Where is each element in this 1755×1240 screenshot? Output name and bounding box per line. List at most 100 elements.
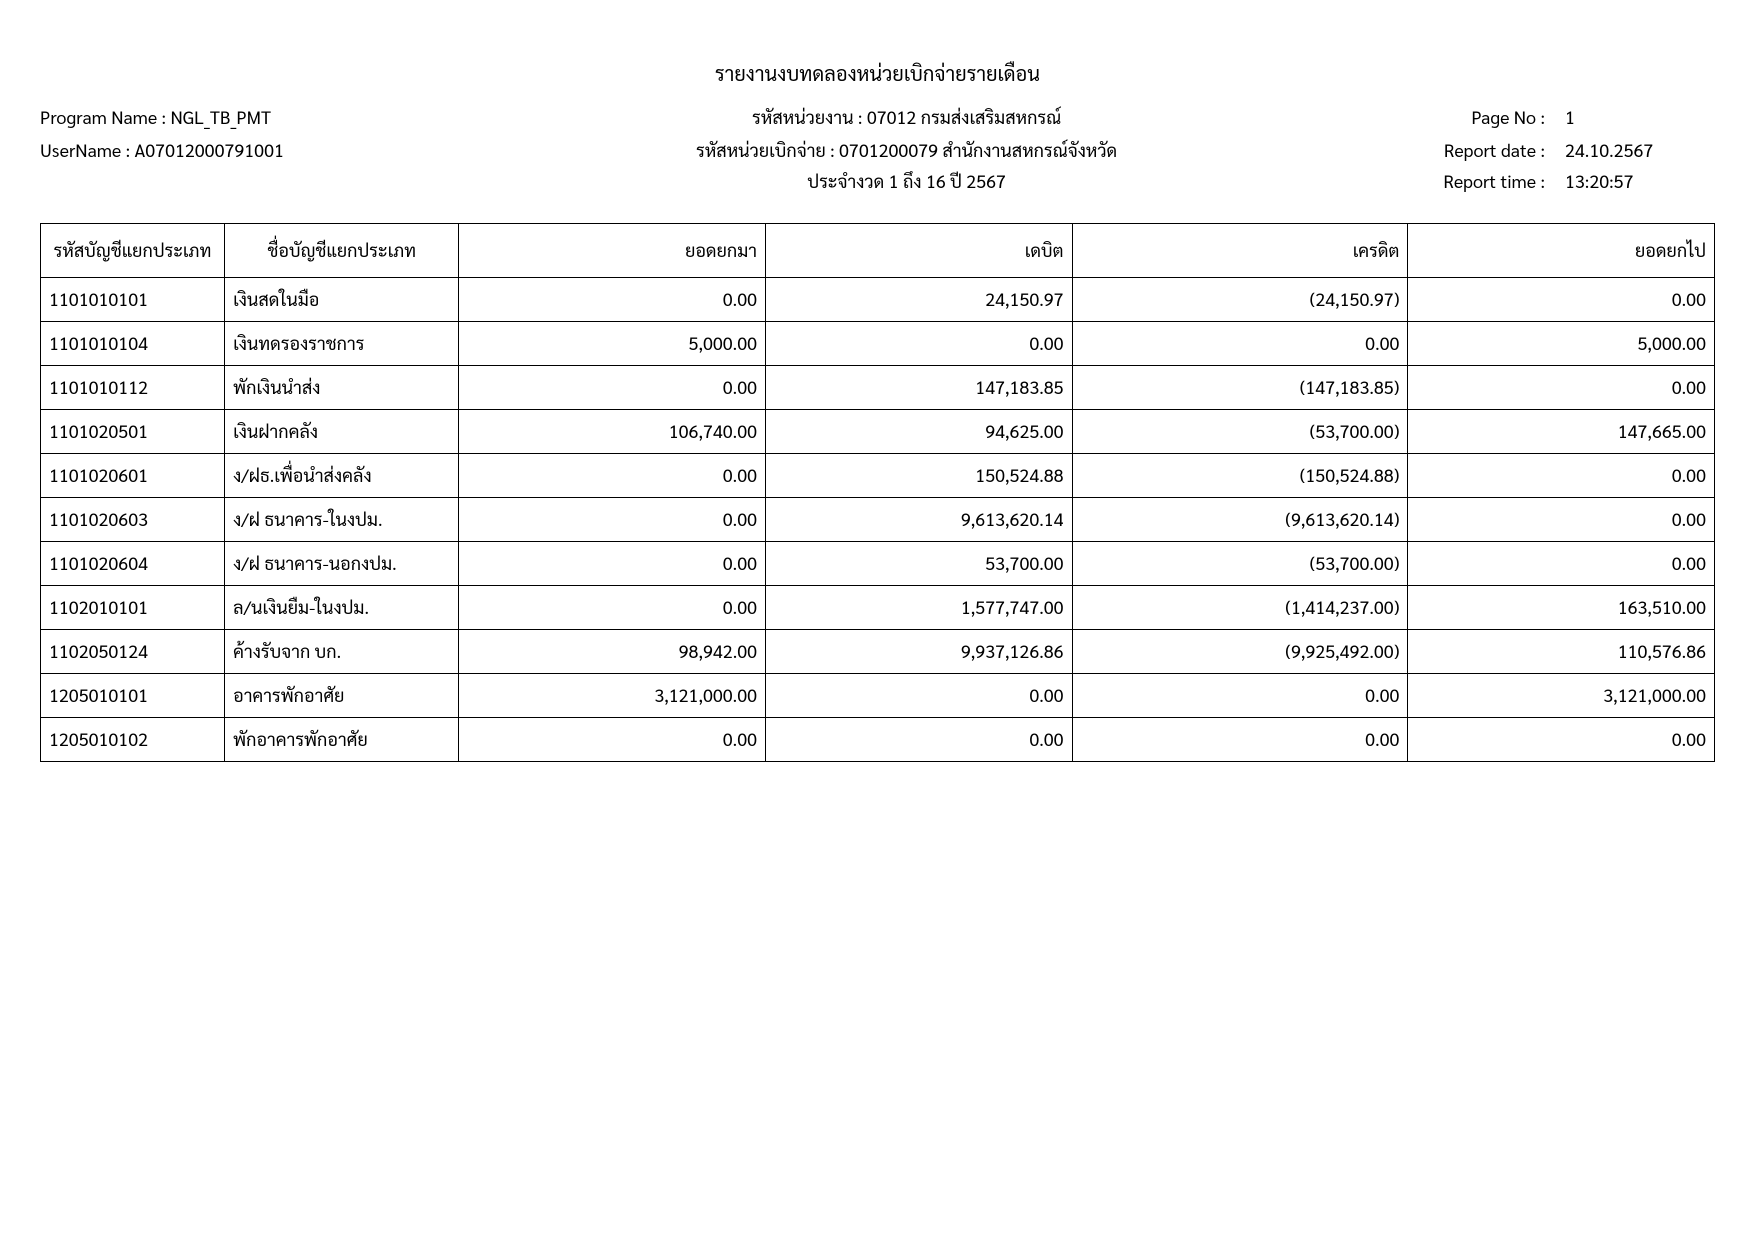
cell-account-name: เงินทดรองราชการ: [225, 322, 459, 366]
cell-credit: (53,700.00): [1072, 542, 1408, 586]
cell-account-name: ค้างรับจาก บก.: [225, 630, 459, 674]
cell-debit: 24,150.97: [766, 278, 1073, 322]
table-row: 1101020603ง/ฝ ธนาคาร-ในงปม.0.009,613,620…: [41, 498, 1715, 542]
cell-closing-balance: 147,665.00: [1408, 410, 1715, 454]
cell-credit: (1,414,237.00): [1072, 586, 1408, 630]
disbursement-code: รหัสหน่วยเบิกจ่าย : 0701200079 สำนักงานส…: [478, 139, 1335, 162]
cell-closing-balance: 5,000.00: [1408, 322, 1715, 366]
agency-code: รหัสหน่วยงาน : 07012 กรมส่งเสริมสหกรณ์: [478, 106, 1335, 129]
table-row: 1205010102พักอาคารพักอาศัย0.000.000.000.…: [41, 718, 1715, 762]
cell-debit: 147,183.85: [766, 366, 1073, 410]
cell-credit: (53,700.00): [1072, 410, 1408, 454]
cell-opening-balance: 0.00: [459, 278, 766, 322]
cell-account-name: พักอาคารพักอาศัย: [225, 718, 459, 762]
cell-credit: 0.00: [1072, 674, 1408, 718]
cell-credit: 0.00: [1072, 322, 1408, 366]
report-time-value: 13:20:57: [1555, 170, 1715, 193]
cell-account-code: 1101020501: [41, 410, 225, 454]
cell-account-code: 1101010101: [41, 278, 225, 322]
cell-closing-balance: 3,121,000.00: [1408, 674, 1715, 718]
cell-closing-balance: 0.00: [1408, 542, 1715, 586]
cell-closing-balance: 0.00: [1408, 278, 1715, 322]
cell-credit: (24,150.97): [1072, 278, 1408, 322]
program-name-label: Program Name : NGL_TB_PMT: [40, 106, 468, 129]
cell-account-code: 1101020601: [41, 454, 225, 498]
table-row: 1101020604ง/ฝ ธนาคาร-นอกงปม.0.0053,700.0…: [41, 542, 1715, 586]
cell-opening-balance: 98,942.00: [459, 630, 766, 674]
cell-debit: 0.00: [766, 674, 1073, 718]
cell-closing-balance: 163,510.00: [1408, 586, 1715, 630]
table-header: รหัสบัญชีแยกประเภท ชื่อบัญชีแยกประเภท ยอ…: [41, 224, 1715, 278]
cell-credit: (150,524.88): [1072, 454, 1408, 498]
cell-credit: (9,613,620.14): [1072, 498, 1408, 542]
cell-account-name: ง/ฝ ธนาคาร-นอกงปม.: [225, 542, 459, 586]
col-header-close: ยอดยกไป: [1408, 224, 1715, 278]
cell-credit: (147,183.85): [1072, 366, 1408, 410]
page-no-label: Page No :: [1345, 106, 1545, 129]
cell-account-code: 1102010101: [41, 586, 225, 630]
cell-account-code: 1101020603: [41, 498, 225, 542]
cell-closing-balance: 0.00: [1408, 498, 1715, 542]
table-header-row: รหัสบัญชีแยกประเภท ชื่อบัญชีแยกประเภท ยอ…: [41, 224, 1715, 278]
cell-debit: 53,700.00: [766, 542, 1073, 586]
cell-debit: 9,937,126.86: [766, 630, 1073, 674]
table-row: 1101010101เงินสดในมือ0.0024,150.97(24,15…: [41, 278, 1715, 322]
cell-account-name: อาคารพักอาศัย: [225, 674, 459, 718]
cell-account-name: เงินฝากคลัง: [225, 410, 459, 454]
cell-account-code: 1101010112: [41, 366, 225, 410]
cell-opening-balance: 0.00: [459, 586, 766, 630]
cell-opening-balance: 0.00: [459, 542, 766, 586]
period-row: ประจำงวด 1 ถึง 16 ปี 2567 Report time : …: [40, 170, 1715, 193]
cell-opening-balance: 3,121,000.00: [459, 674, 766, 718]
cell-account-code: 1205010101: [41, 674, 225, 718]
trial-balance-table: รหัสบัญชีแยกประเภท ชื่อบัญชีแยกประเภท ยอ…: [40, 223, 1715, 762]
cell-debit: 9,613,620.14: [766, 498, 1073, 542]
table-row: 1101010112พักเงินนำส่ง0.00147,183.85(147…: [41, 366, 1715, 410]
cell-account-name: พักเงินนำส่ง: [225, 366, 459, 410]
table-body: 1101010101เงินสดในมือ0.0024,150.97(24,15…: [41, 278, 1715, 762]
cell-debit: 1,577,747.00: [766, 586, 1073, 630]
table-row: 1102050124ค้างรับจาก บก.98,942.009,937,1…: [41, 630, 1715, 674]
period-text: ประจำงวด 1 ถึง 16 ปี 2567: [478, 170, 1335, 193]
table-row: 1101020501เงินฝากคลัง106,740.0094,625.00…: [41, 410, 1715, 454]
col-header-code: รหัสบัญชีแยกประเภท: [41, 224, 225, 278]
cell-credit: 0.00: [1072, 718, 1408, 762]
cell-opening-balance: 0.00: [459, 498, 766, 542]
cell-account-code: 1101010104: [41, 322, 225, 366]
cell-opening-balance: 5,000.00: [459, 322, 766, 366]
report-date-value: 24.10.2567: [1555, 139, 1715, 162]
cell-debit: 0.00: [766, 718, 1073, 762]
table-row: 1102010101ล/นเงินยืม-ในงปม.0.001,577,747…: [41, 586, 1715, 630]
report-date-label: Report date :: [1345, 139, 1545, 162]
report-title: รายงานงบทดลองหน่วยเบิกจ่ายรายเดือน: [40, 60, 1715, 86]
cell-account-name: ง/ฝธ.เพื่อนำส่งคลัง: [225, 454, 459, 498]
cell-closing-balance: 0.00: [1408, 454, 1715, 498]
cell-opening-balance: 0.00: [459, 366, 766, 410]
cell-credit: (9,925,492.00): [1072, 630, 1408, 674]
cell-opening-balance: 0.00: [459, 454, 766, 498]
table-row: 1205010101อาคารพักอาศัย3,121,000.000.000…: [41, 674, 1715, 718]
cell-account-name: เงินสดในมือ: [225, 278, 459, 322]
report-header: รายงานงบทดลองหน่วยเบิกจ่ายรายเดือน Progr…: [40, 60, 1715, 193]
cell-debit: 94,625.00: [766, 410, 1073, 454]
col-header-open: ยอดยกมา: [459, 224, 766, 278]
cell-account-name: ล/นเงินยืม-ในงปม.: [225, 586, 459, 630]
cell-closing-balance: 110,576.86: [1408, 630, 1715, 674]
username-label: UserName : A07012000791001: [40, 139, 468, 162]
cell-account-code: 1102050124: [41, 630, 225, 674]
col-header-name: ชื่อบัญชีแยกประเภท: [225, 224, 459, 278]
cell-closing-balance: 0.00: [1408, 366, 1715, 410]
cell-account-code: 1101020604: [41, 542, 225, 586]
cell-account-name: ง/ฝ ธนาคาร-ในงปม.: [225, 498, 459, 542]
col-header-credit: เครดิต: [1072, 224, 1408, 278]
cell-closing-balance: 0.00: [1408, 718, 1715, 762]
col-header-debit: เดบิต: [766, 224, 1073, 278]
cell-debit: 150,524.88: [766, 454, 1073, 498]
table-row: 1101010104เงินทดรองราชการ5,000.000.000.0…: [41, 322, 1715, 366]
report-time-label: Report time :: [1345, 170, 1545, 193]
header-info-grid: Program Name : NGL_TB_PMT รหัสหน่วยงาน :…: [40, 106, 1715, 162]
cell-debit: 0.00: [766, 322, 1073, 366]
cell-account-code: 1205010102: [41, 718, 225, 762]
page-no-value: 1: [1555, 106, 1715, 129]
table-row: 1101020601ง/ฝธ.เพื่อนำส่งคลัง0.00150,524…: [41, 454, 1715, 498]
